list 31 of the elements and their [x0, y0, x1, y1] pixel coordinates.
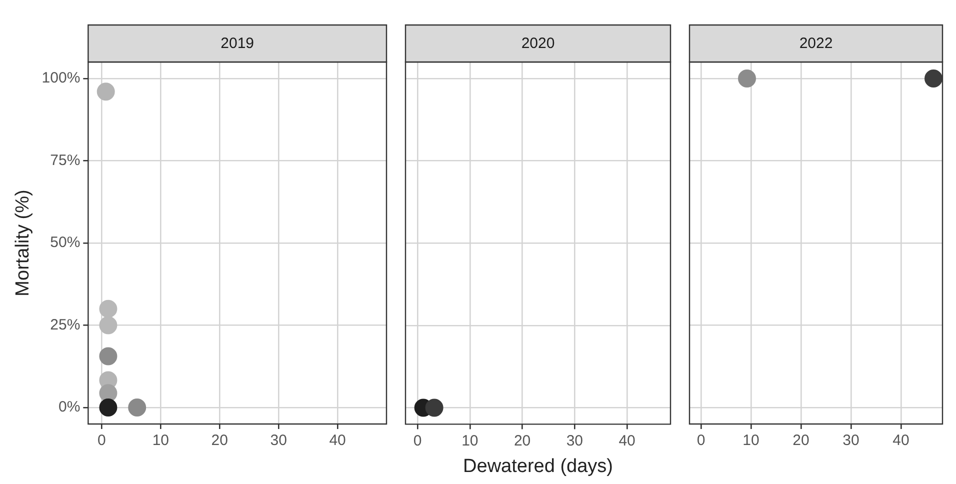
x-tick-label: 10 [742, 432, 760, 450]
x-tick-label: 0 [98, 432, 106, 450]
point [96, 82, 115, 101]
y-tick-label: 25% [50, 316, 80, 334]
x-tick-label: 20 [211, 432, 228, 450]
x-tick-label: 20 [792, 432, 810, 450]
x-tick-label: 30 [566, 432, 584, 450]
chart-title: 2019 [220, 35, 254, 52]
x-tick-label: 40 [329, 432, 346, 450]
point [99, 398, 118, 417]
y-tick-label: 100% [42, 70, 80, 87]
x-axis-title: Dewatered (days) [463, 456, 613, 477]
x-tick-label: 30 [842, 432, 860, 450]
y-tick-label: 50% [50, 234, 80, 252]
point [99, 316, 118, 334]
x-tick-label: 40 [892, 432, 910, 450]
x-tick-label: 30 [270, 432, 287, 450]
y-tick-label: 0% [58, 398, 80, 416]
y-axis-title: Mortality (%) [12, 190, 34, 296]
point [99, 347, 118, 366]
x-tick-label: 40 [618, 432, 636, 450]
x-tick-label: 10 [462, 432, 478, 450]
chart-title: 2022 [799, 35, 833, 52]
y-tick-label: 75% [50, 152, 80, 169]
x-tick-label: 10 [152, 432, 170, 450]
point [128, 398, 146, 417]
x-tick-label: 0 [696, 432, 706, 450]
chart-title: 2020 [521, 35, 555, 52]
x-tick-label: 0 [413, 432, 422, 450]
point [99, 300, 118, 318]
x-tick-label: 20 [514, 432, 531, 450]
